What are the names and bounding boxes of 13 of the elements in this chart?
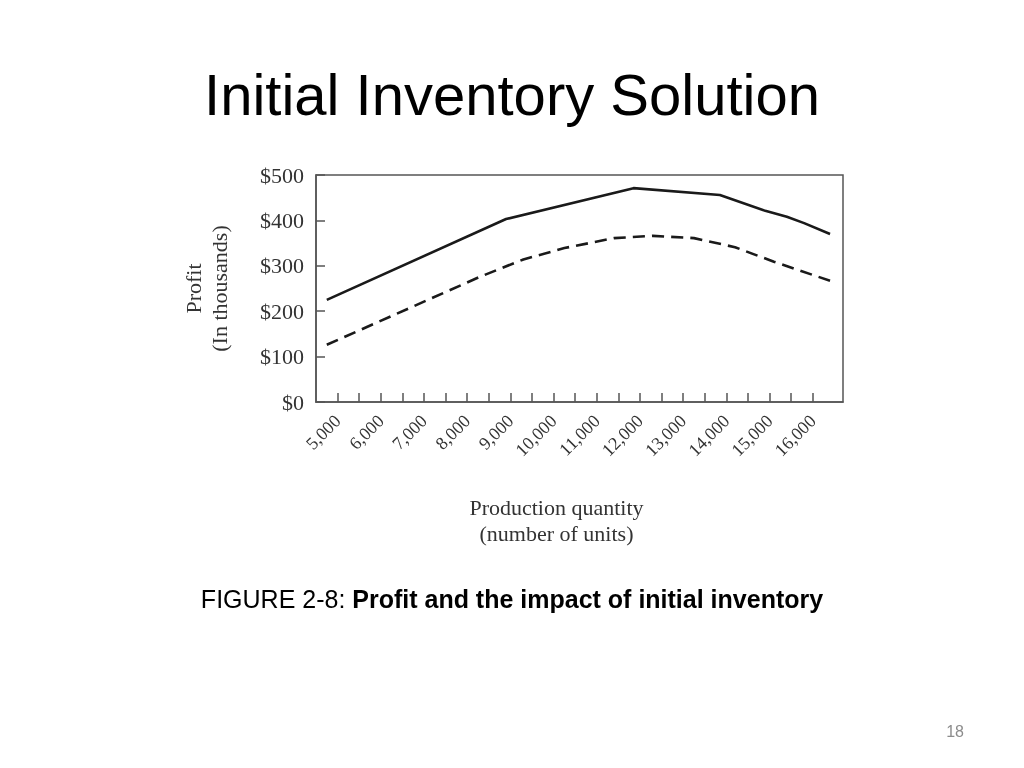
y-axis-title: Profit (In thousands) xyxy=(180,225,232,352)
line-series xyxy=(325,186,832,302)
line-series xyxy=(325,234,832,347)
y-tick-label: $0 xyxy=(282,389,304,415)
text: 18 xyxy=(946,722,965,740)
y-tick-label: $100 xyxy=(260,344,304,370)
y-tick-label: $400 xyxy=(260,207,304,233)
chart-title: Initial Inventory Solution xyxy=(204,61,820,127)
y-tick-label: $300 xyxy=(260,253,304,279)
caption: FIGURE 2-8: Profit and the impact of initial inventory xyxy=(200,584,824,613)
x-axis-title: Production quantity (number of units) xyxy=(469,494,644,546)
y-tick-label: $500 xyxy=(260,162,304,188)
y-tick-label: $200 xyxy=(260,298,304,324)
